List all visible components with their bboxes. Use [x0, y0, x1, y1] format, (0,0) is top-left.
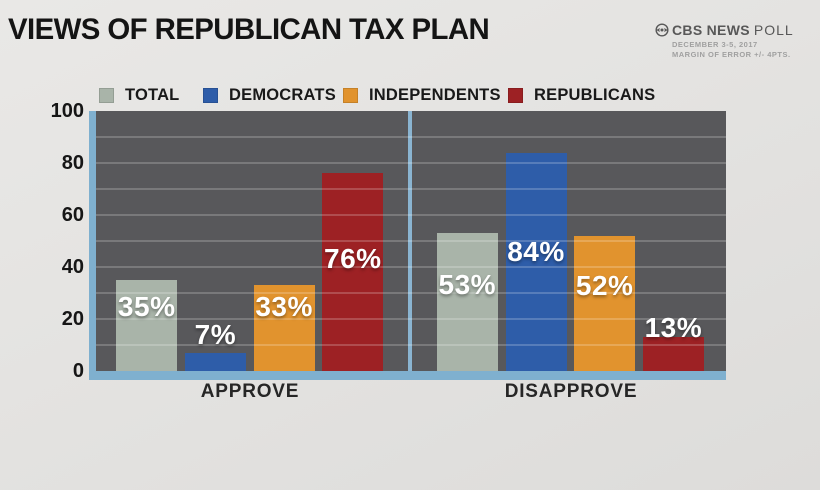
poll-date: DECEMBER 3-5, 2017: [672, 39, 758, 49]
bar-total-approve: [116, 280, 178, 371]
legend-swatch-democrats: [203, 87, 218, 103]
bar-value-label-independents-disapprove: 52%: [575, 269, 634, 301]
plot-area: 35% 7% 33% 76% 53% 84% 52% 13%: [96, 111, 726, 371]
legend-swatch-republicans: [508, 87, 523, 103]
gridline-30: [96, 292, 726, 294]
page-title: VIEWS OF REPUBLICAN TAX PLAN: [8, 13, 490, 46]
bar-value-label-democrats-approve: 7%: [194, 318, 237, 350]
y-tick-label-80: 80: [61, 152, 84, 174]
bar-total-disapprove: [436, 233, 498, 371]
gridline-80: [96, 162, 726, 164]
legend-item-democrats: DEMOCRATS: [203, 87, 336, 103]
y-tick-label-20: 20: [61, 308, 84, 330]
legend-item-republicans: REPUBLICANS: [508, 87, 655, 103]
bar-value-label-independents-approve: 33%: [255, 290, 313, 322]
legend-item-independents: INDEPENDENTS: [343, 87, 501, 103]
bar-value-label-republicans-approve: 76%: [324, 242, 382, 274]
gridline-60: [96, 214, 726, 216]
legend-label-republicans: REPUBLICANS: [534, 86, 656, 104]
brand-poll: POLL: [753, 22, 794, 38]
brand-block: CBS NEWS POLL DECEMBER 3-5, 2017 MARGIN …: [655, 22, 820, 59]
y-tick-label-100: 100: [50, 100, 84, 122]
gridline-20: [96, 318, 726, 320]
chart-frame-bottom: [89, 371, 726, 380]
x-axis-label-disapprove: DISAPPROVE: [504, 381, 638, 402]
cbs-eye-icon: [655, 23, 669, 37]
bar-democrats-disapprove: [505, 152, 567, 371]
gridline-50: [96, 240, 726, 242]
bar-independents-approve: [253, 285, 315, 371]
gridline-70: [96, 188, 726, 190]
legend-label-independents: INDEPENDENTS: [369, 86, 501, 104]
gridline-10: [96, 344, 726, 346]
bar-democrats-approve: [184, 352, 246, 371]
bar-republicans-approve: [322, 173, 384, 371]
legend-swatch-total: [99, 87, 114, 103]
brand-name: CBS NEWS: [672, 22, 750, 38]
bar-republicans-disapprove: [642, 337, 704, 371]
bar-value-label-republicans-disapprove: 13%: [644, 311, 703, 343]
bar-value-label-total-approve: 35%: [117, 290, 176, 322]
brand-line: CBS NEWS POLL: [655, 22, 820, 38]
gridline-40: [96, 266, 726, 268]
y-tick-label-60: 60: [61, 204, 84, 226]
bar-value-label-total-disapprove: 53%: [438, 268, 497, 300]
y-tick-label-40: 40: [61, 256, 84, 278]
bar-value-label-democrats-disapprove: 84%: [507, 235, 565, 267]
x-axis-label-approve: APPROVE: [200, 381, 300, 402]
bar-independents-disapprove: [574, 235, 636, 371]
legend-label-democrats: DEMOCRATS: [229, 86, 336, 104]
legend-label-total: TOTAL: [125, 86, 180, 104]
poll-margin: MARGIN OF ERROR +/- 4PTS.: [672, 50, 791, 59]
legend-item-total: TOTAL: [99, 87, 179, 103]
group-divider: [408, 111, 412, 371]
legend-swatch-independents: [343, 87, 358, 103]
y-tick-label-0: 0: [72, 360, 84, 382]
gridline-90: [96, 136, 726, 138]
chart-frame-left: [89, 111, 96, 380]
